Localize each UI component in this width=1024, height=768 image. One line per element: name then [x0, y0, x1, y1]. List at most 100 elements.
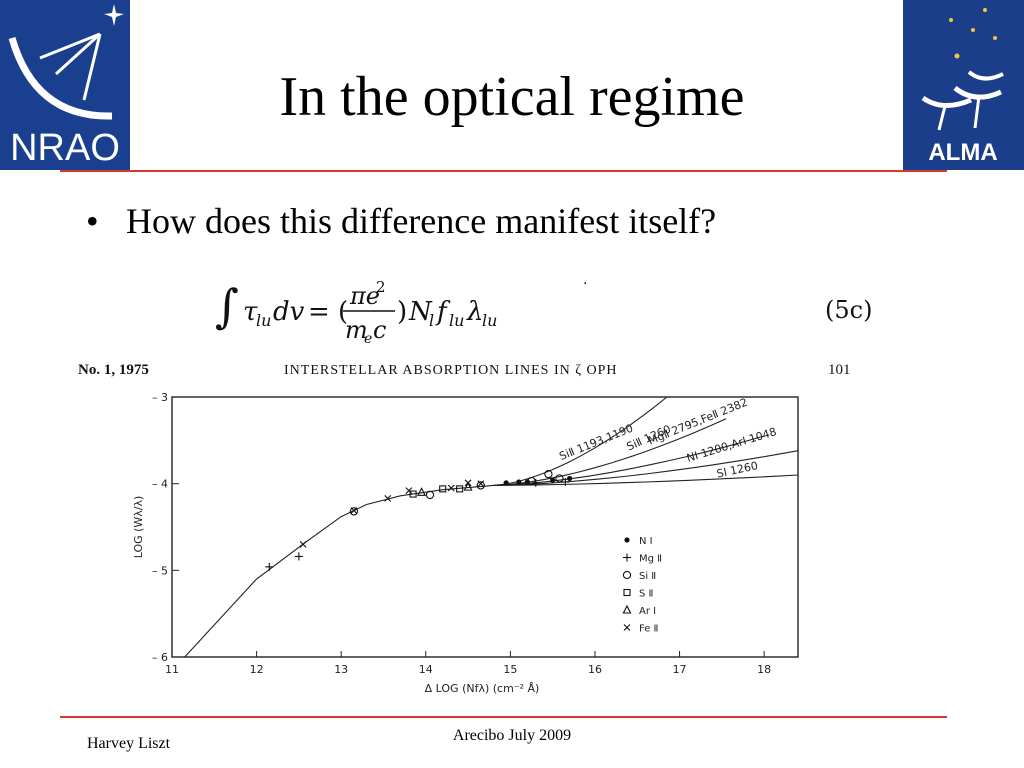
equation-number: (5c): [825, 296, 872, 324]
paper-journal-ref: No. 1, 1975: [78, 362, 149, 378]
marker-cross: [464, 479, 472, 487]
marker-circle: [527, 476, 536, 486]
paper-running-title: INTERSTELLAR ABSORPTION LINES IN ζ OPH: [284, 363, 618, 378]
y-tick-label: – 3: [152, 391, 168, 404]
marker-square: [409, 490, 417, 498]
marker-plus: [265, 562, 274, 571]
legend-label: Fe Ⅱ: [639, 624, 658, 635]
svg-text:lu: lu: [449, 311, 464, 330]
marker-cross: [350, 507, 358, 514]
marker-plus: [561, 477, 570, 486]
bullet-marker: •: [86, 201, 99, 241]
marker-cross: [623, 624, 631, 631]
curve-main: [184, 484, 494, 658]
y-tick-label: – 6: [152, 651, 168, 664]
marker-circle: [622, 570, 632, 580]
marker-triangle: [463, 481, 473, 491]
svg-text:·: ·: [583, 276, 587, 292]
axis-ticks: 11 12 13 14 15 16 17 18 – 3 – 4 – 5 – 6: [152, 391, 771, 676]
bullet-text: How does this difference manifest itself…: [126, 201, 717, 241]
marker-circle: [349, 507, 359, 516]
x-tick-label: 11: [165, 663, 179, 676]
marker-circle: [544, 469, 553, 479]
marker-dot: [516, 479, 522, 485]
legend-label: Mg Ⅱ: [639, 554, 662, 565]
svg-text:NRAO: NRAO: [10, 127, 120, 169]
x-tick-label: 12: [250, 663, 264, 676]
marker-dot: [566, 475, 573, 482]
curve-branch: [493, 474, 799, 486]
footer-event: Arecibo July 2009: [452, 727, 572, 744]
svg-text:∫: ∫: [215, 279, 239, 333]
x-tick-label: 16: [588, 663, 602, 676]
paper-figure: No. 1, 1975 INTERSTELLAR ABSORPTION LINE…: [78, 362, 851, 695]
svg-text:τ: τ: [243, 297, 258, 327]
x-axis-label: Δ LOG (Nfλ) (cm⁻² Å): [425, 682, 540, 695]
x-tick-label: 13: [334, 663, 348, 676]
marker-circle: [476, 481, 485, 490]
curve-of-growth: [184, 396, 799, 658]
svg-text:m: m: [345, 316, 368, 344]
marker-dot: [550, 477, 556, 483]
chart-legend: N I Mg Ⅱ Si Ⅱ S Ⅱ Ar I Fe Ⅱ: [622, 536, 662, 635]
svg-text:ALMA: ALMA: [928, 139, 997, 166]
svg-text:): ): [397, 297, 407, 327]
curve-branch: [493, 450, 799, 486]
marker-plus: [294, 552, 303, 561]
marker-square: [623, 588, 631, 597]
svg-text:2: 2: [376, 278, 386, 296]
svg-text:l: l: [429, 311, 434, 330]
title-divider: [60, 170, 947, 172]
y-tick-label: – 4: [152, 478, 168, 491]
marker-dot: [503, 480, 509, 486]
marker-triangle: [417, 487, 427, 496]
marker-circle: [425, 490, 435, 500]
svg-text:N: N: [408, 297, 433, 327]
plot-frame: [171, 396, 799, 658]
paper-page-number: 101: [828, 362, 851, 378]
svg-text:lu: lu: [256, 311, 271, 330]
footer-divider: [60, 716, 947, 718]
svg-text:λ: λ: [466, 297, 483, 327]
marker-dot: [624, 537, 630, 543]
x-tick-label: 17: [673, 663, 687, 676]
y-tick-label: – 5: [152, 564, 168, 577]
marker-square: [456, 485, 464, 493]
legend-label: Si Ⅱ: [639, 571, 656, 582]
marker-triangle: [622, 604, 632, 614]
marker-plus: [623, 553, 631, 562]
x-tick-label: 15: [503, 663, 517, 676]
marker-circle: [555, 474, 564, 483]
curve-branch: [493, 418, 727, 486]
svg-text:e: e: [364, 331, 372, 347]
legend-label: N I: [639, 536, 653, 547]
legend-label: S Ⅱ: [639, 589, 653, 600]
marker-cross: [299, 540, 307, 548]
x-tick-label: 14: [419, 663, 433, 676]
marker-cross: [405, 487, 413, 494]
marker-square: [439, 485, 447, 493]
nrao-logo: NRAO: [0, 0, 130, 170]
equation: ∫ τ lu dv = ( πe 2 m e c ) N l f lu λ lu…: [215, 276, 872, 347]
x-tick-label: 18: [757, 663, 771, 676]
curve-branch: [493, 396, 668, 486]
footer-author: Harvey Liszt: [87, 735, 171, 752]
data-points: [265, 469, 573, 571]
marker-cross: [477, 480, 485, 488]
svg-text:πe: πe: [349, 282, 380, 310]
svg-text:dv: dv: [273, 297, 305, 327]
svg-text:c: c: [373, 316, 386, 344]
slide-title: In the optical regime: [279, 66, 745, 128]
marker-plus: [531, 478, 540, 487]
y-axis-label: LOG (Wλ/λ): [132, 496, 145, 559]
alma-logo: ALMA: [903, 0, 1024, 170]
chart-plot-area: 11 12 13 14 15 16 17 18 – 3 – 4 – 5 – 6 SiⅡ 1193,11…: [132, 391, 799, 695]
marker-cross: [384, 495, 392, 502]
legend-label: Ar I: [639, 606, 656, 617]
marker-cross: [447, 484, 455, 492]
curve-label: SiⅡ 1193,1190: [557, 422, 635, 463]
svg-text:= (: = (: [308, 297, 348, 327]
svg-text:lu: lu: [482, 311, 497, 330]
bullet-point: • How does this difference manifest itse…: [86, 198, 716, 244]
